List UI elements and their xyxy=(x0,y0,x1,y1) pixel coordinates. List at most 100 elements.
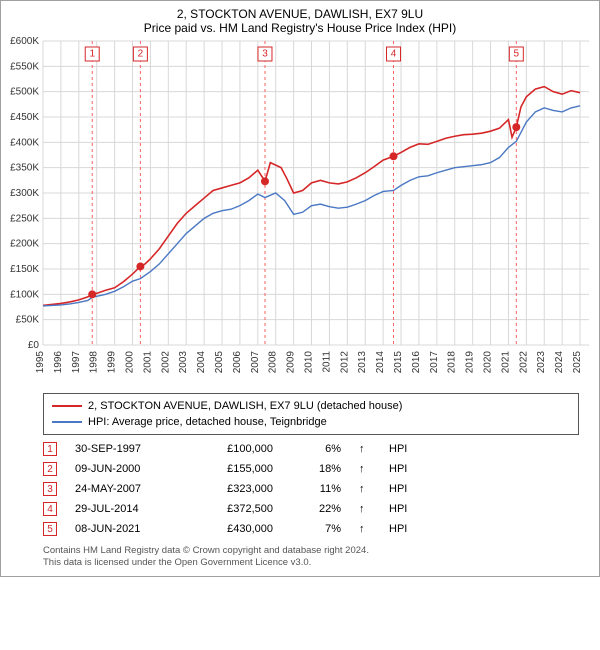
sale-marker-number: 2 xyxy=(138,49,144,60)
legend: 2, STOCKTON AVENUE, DAWLISH, EX7 9LU (de… xyxy=(43,393,579,435)
footer-attribution: Contains HM Land Registry data © Crown c… xyxy=(43,545,579,570)
x-axis-tick-label: 2004 xyxy=(196,351,207,374)
sale-row-price: £100,000 xyxy=(193,443,273,455)
sales-table: 1 30-SEP-1997 £100,000 6% ↑ HPI 2 09-JUN-2000 £1… xyxy=(43,439,579,539)
x-axis-tick-label: 1997 xyxy=(71,351,82,374)
sale-row: 1 30-SEP-1997 £100,000 6% ↑ HPI xyxy=(43,439,579,459)
sale-marker-dot xyxy=(512,123,520,131)
x-axis-tick-label: 2016 xyxy=(411,351,422,374)
sale-marker-number: 1 xyxy=(89,49,95,60)
sale-row: 5 08-JUN-2021 £430,000 7% ↑ HPI xyxy=(43,519,579,539)
x-axis-tick-label: 2021 xyxy=(500,351,511,374)
x-axis-tick-label: 1999 xyxy=(107,351,118,374)
sale-row-date: 24-MAY-2007 xyxy=(75,483,175,495)
legend-row: 2, STOCKTON AVENUE, DAWLISH, EX7 9LU (de… xyxy=(52,398,570,414)
x-axis-tick-label: 2020 xyxy=(483,351,494,374)
y-axis-tick-label: £550K xyxy=(10,61,39,72)
x-axis-tick-label: 2025 xyxy=(572,351,583,374)
y-axis-tick-label: £500K xyxy=(10,87,39,98)
sale-row-number: 2 xyxy=(43,462,57,476)
chart-title-address: 2, STOCKTON AVENUE, DAWLISH, EX7 9LU xyxy=(5,7,595,21)
x-axis-tick-label: 2017 xyxy=(429,351,440,374)
y-axis-tick-label: £150K xyxy=(10,264,39,275)
sale-row: 2 09-JUN-2000 £155,000 18% ↑ HPI xyxy=(43,459,579,479)
y-axis-tick-label: £350K xyxy=(10,163,39,174)
x-axis-tick-label: 1995 xyxy=(35,351,46,374)
legend-swatch xyxy=(52,421,82,423)
x-axis-tick-label: 2002 xyxy=(160,351,171,374)
chart-title-subtitle: Price paid vs. HM Land Registry's House … xyxy=(5,21,595,35)
x-axis-tick-label: 2022 xyxy=(518,351,529,374)
legend-label: HPI: Average price, detached house, Teig… xyxy=(88,416,327,428)
sale-row-hpi-tag: HPI xyxy=(389,503,419,515)
x-axis-tick-label: 2015 xyxy=(393,351,404,374)
sale-row-number: 3 xyxy=(43,482,57,496)
sale-row-hpi-tag: HPI xyxy=(389,443,419,455)
sale-row-number: 5 xyxy=(43,522,57,536)
x-axis-tick-label: 2024 xyxy=(554,351,565,374)
x-axis-tick-label: 2009 xyxy=(286,351,297,374)
arrow-up-icon: ↑ xyxy=(359,503,371,515)
sale-row-pct: 18% xyxy=(291,463,341,475)
sale-row-pct: 6% xyxy=(291,443,341,455)
arrow-up-icon: ↑ xyxy=(359,463,371,475)
sale-marker-number: 3 xyxy=(262,49,268,60)
sale-row-price: £155,000 xyxy=(193,463,273,475)
chart-plot: £0 £50K £100K £150K £200K £250K £300K £350K £400… xyxy=(1,37,599,387)
y-axis-tick-label: £400K xyxy=(10,137,39,148)
y-axis-tick-label: £0 xyxy=(28,340,40,351)
x-axis-tick-label: 2014 xyxy=(375,351,386,374)
arrow-up-icon: ↑ xyxy=(359,483,371,495)
sale-row-number: 1 xyxy=(43,442,57,456)
y-axis-tick-label: £200K xyxy=(10,239,39,250)
footer-line1: Contains HM Land Registry data © Crown c… xyxy=(43,545,579,557)
x-axis-tick-label: 1996 xyxy=(53,351,64,374)
sale-marker-number: 5 xyxy=(514,49,520,60)
sale-row-price: £323,000 xyxy=(193,483,273,495)
y-axis-tick-label: £600K xyxy=(10,37,39,47)
sale-row-date: 09-JUN-2000 xyxy=(75,463,175,475)
y-axis-tick-label: £250K xyxy=(10,213,39,224)
x-axis-tick-label: 2006 xyxy=(232,351,243,374)
y-axis-tick-label: £50K xyxy=(16,315,40,326)
sale-marker-dot xyxy=(390,152,398,160)
x-axis-tick-label: 2023 xyxy=(536,351,547,374)
arrow-up-icon: ↑ xyxy=(359,443,371,455)
sale-row-date: 08-JUN-2021 xyxy=(75,523,175,535)
x-axis-tick-label: 1998 xyxy=(89,351,100,374)
sale-row-date: 30-SEP-1997 xyxy=(75,443,175,455)
arrow-up-icon: ↑ xyxy=(359,523,371,535)
legend-swatch xyxy=(52,405,82,407)
legend-label: 2, STOCKTON AVENUE, DAWLISH, EX7 9LU (de… xyxy=(88,400,402,412)
sale-row: 324-MAY-2007£323,00011%↑HPI xyxy=(43,479,579,499)
sale-row-pct: 7% xyxy=(291,523,341,535)
x-axis-tick-label: 2012 xyxy=(339,351,350,374)
sale-row-hpi-tag: HPI xyxy=(389,463,419,475)
x-axis-tick-label: 2000 xyxy=(125,351,136,374)
legend-row: HPI: Average price, detached house, Teig… xyxy=(52,414,570,430)
sale-row-hpi-tag: HPI xyxy=(389,523,419,535)
x-axis-tick-label: 2007 xyxy=(250,351,261,374)
sale-marker-dot xyxy=(136,262,144,270)
sale-marker-dot xyxy=(261,177,269,185)
x-axis-tick-label: 2011 xyxy=(321,351,332,373)
sale-row-price: £430,000 xyxy=(193,523,273,535)
sale-marker-dot xyxy=(88,290,96,298)
x-axis-tick-label: 2003 xyxy=(178,351,189,374)
chart-svg: £0 £50K £100K £150K £200K £250K £300K £350K £400… xyxy=(1,37,600,387)
y-axis-tick-label: £100K xyxy=(10,289,39,300)
x-axis-tick-label: 2019 xyxy=(465,351,476,374)
sale-row-pct: 22% xyxy=(291,503,341,515)
x-axis-tick-label: 2013 xyxy=(357,351,368,374)
chart-container: 2, STOCKTON AVENUE, DAWLISH, EX7 9LU Pri… xyxy=(0,0,600,577)
sale-row: 429-JUL-2014£372,50022%↑HPI xyxy=(43,499,579,519)
x-axis-tick-label: 2018 xyxy=(447,351,458,374)
x-axis-tick-label: 2005 xyxy=(214,351,225,374)
y-axis-tick-label: £450K xyxy=(10,112,39,123)
x-axis-tick-label: 2001 xyxy=(142,351,153,374)
sale-row-price: £372,500 xyxy=(193,503,273,515)
sale-row-number: 4 xyxy=(43,502,57,516)
sale-row-hpi-tag: HPI xyxy=(389,483,419,495)
y-axis-tick-label: £300K xyxy=(10,188,39,199)
x-axis-tick-label: 2008 xyxy=(268,351,279,374)
